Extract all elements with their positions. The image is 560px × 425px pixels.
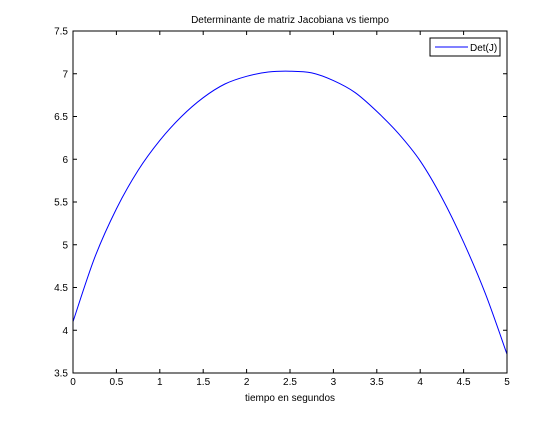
y-tick-label: 7.5 — [54, 27, 68, 38]
x-tick-label: 3 — [331, 377, 337, 388]
x-tick-label: 2.5 — [283, 377, 297, 388]
x-tick-label: 4.5 — [457, 377, 471, 388]
legend-label-det-j: Det(J) — [470, 43, 497, 54]
x-tick-label: 2 — [244, 377, 250, 388]
x-tick-label: 1.5 — [196, 377, 210, 388]
x-tick-label: 0 — [70, 377, 76, 388]
plot-area — [73, 31, 507, 373]
x-tick-label: 5 — [504, 377, 510, 388]
y-tick-label: 6.5 — [54, 112, 68, 123]
y-tick-label: 7 — [62, 69, 68, 80]
tick-labels: 0 0.5 1 1.5 2 2.5 3 3.5 4 4.5 5 3.5 4 4.5 5 5.5 6 6.5 7 7.5 — [54, 27, 510, 389]
x-axis-label: tiempo en segundos — [245, 393, 335, 404]
series-group — [72, 70, 508, 355]
y-tick-label: 5 — [62, 240, 68, 251]
x-tick-label: 3.5 — [370, 377, 384, 388]
plot-frame — [72, 30, 508, 374]
x-tick-label: 0.5 — [109, 377, 123, 388]
legend: Det(J) — [429, 37, 501, 57]
y-tick-label: 4.5 — [54, 283, 68, 294]
y-tick-label: 4 — [62, 326, 68, 337]
chart-title: Determinante de matriz Jacobiana vs tiem… — [191, 15, 389, 26]
x-tick-label: 4 — [417, 377, 423, 388]
y-tick-label: 6 — [62, 155, 68, 166]
series-line-det-j — [72, 70, 508, 355]
y-tick-label: 3.5 — [54, 369, 68, 380]
x-tick-label: 1 — [157, 377, 163, 388]
y-tick-label: 5.5 — [54, 198, 68, 209]
